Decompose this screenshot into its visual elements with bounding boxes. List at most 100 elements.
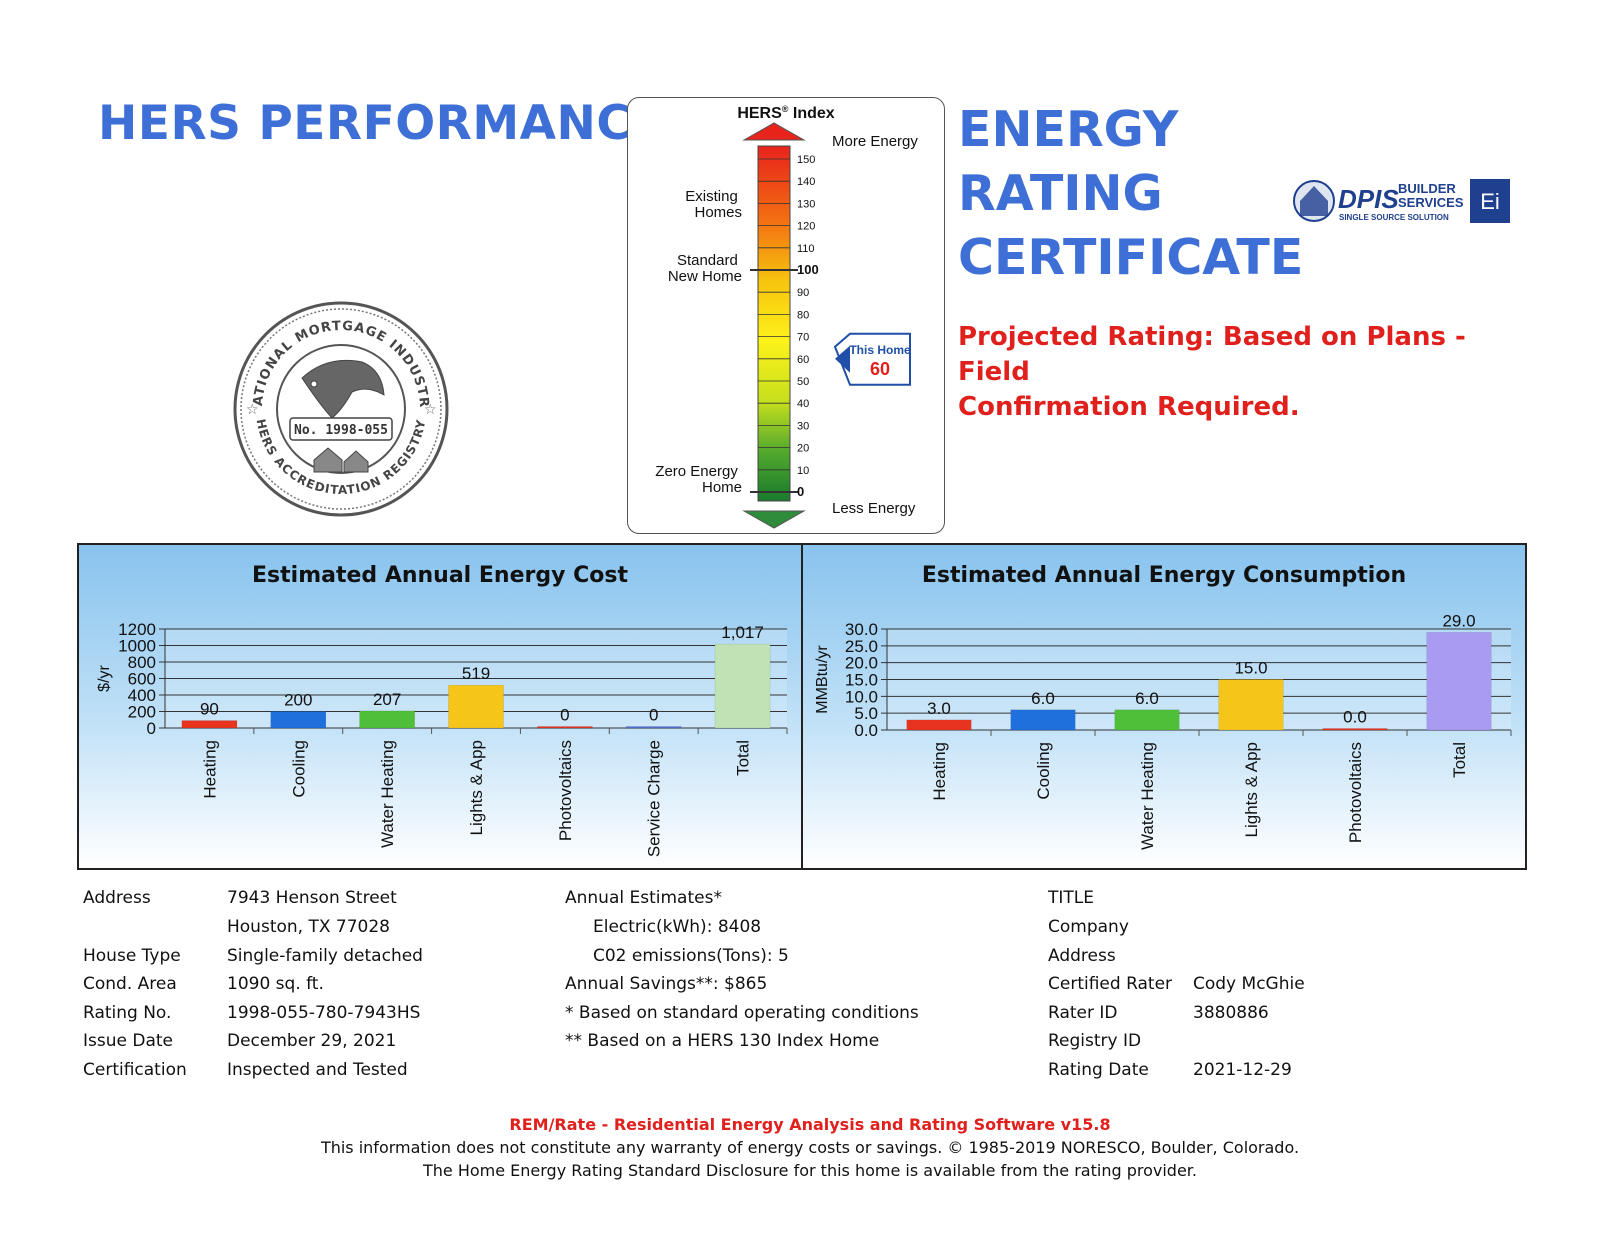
hers-tick-label: 110 [797,243,815,255]
disclosure-text: The Home Energy Rating Standard Disclosu… [422,1161,1197,1180]
hers-tick-label: 150 [797,154,815,166]
projected-line-2: Confirmation Required. [958,392,1300,422]
title-line-certificate: CERTIFICATE [958,229,1304,286]
y-tick-label: 25.0 [845,637,878,656]
dpis-logo: DPIS BUILDER SERVICES SINGLE SOURCE SOLU… [1293,179,1510,223]
title-label: TITLE [1048,888,1094,908]
y-tick-label: 10.0 [845,687,878,706]
hers-tick-label: 130 [797,198,815,210]
svg-text:☆: ☆ [424,402,437,418]
bar-value-label: 3.0 [927,699,951,718]
bar-value-label: 0 [560,706,569,725]
x-tick-label: Heating [200,740,219,799]
hers-tick-label: 30 [797,420,809,432]
hers-tick-label: 40 [797,398,809,410]
y-tick-label: 30.0 [845,620,878,639]
cost-chart: Estimated Annual Energy Cost 1200 1000 800… [79,545,801,868]
estimates-heading: Annual Estimates* [565,888,722,908]
rating-no-label: Rating No. [83,1003,172,1023]
standard-new-home-label: Standard New Home [668,252,742,285]
y-axis-label: MMBtu/yr [814,645,831,714]
bar-photovoltaics [1322,728,1388,731]
bar-water-heating [359,710,415,729]
x-tick-label: Photovoltaics [556,740,575,841]
house-type-label: House Type [83,946,181,966]
footer: REM/Rate - Residential Energy Analysis a… [0,1113,1600,1182]
hers-title: HERS [737,105,782,122]
logo-line2: SERVICES [1398,195,1464,210]
rater-id-value: 3880886 [1193,1003,1269,1023]
y-tick-label: 0.0 [854,721,878,740]
address-line-1: 7943 Henson Street [227,888,397,908]
x-tick-label: Photovoltaics [1346,742,1365,843]
hers-index-graphic: HERS® Index 1501401301201101009080706050… [655,104,918,529]
x-tick-label: Water Heating [1138,742,1157,850]
zero-energy-home-label: Zero Energy Home [655,463,742,496]
hers-tick-label: 10 [797,465,809,477]
hers-tick-label: 140 [797,176,815,188]
up-arrow-icon [742,122,806,141]
bar-cooling [1010,709,1076,731]
bar-value-label: 200 [284,691,312,710]
issue-date-label: Issue Date [83,1031,173,1051]
svg-text:HERS® Index: HERS® Index [737,104,834,122]
disclaimer-text: This information does not constitute any… [320,1138,1300,1157]
x-tick-label: Cooling [289,740,308,798]
hers-tick-label: 120 [797,221,815,233]
bar-photovoltaics [537,726,593,729]
estimates-note-1: * Based on standard operating conditions [565,1003,919,1023]
certified-rater-value: Cody McGhie [1193,974,1305,994]
bar-value-label: 6.0 [1135,689,1159,708]
company-label: Company [1048,917,1129,937]
y-tick-label: 600 [128,670,156,689]
rating-date-label: Rating Date [1048,1060,1149,1080]
house-icon [313,447,369,473]
bar-value-label: 15.0 [1234,659,1267,678]
more-energy-label: More Energy [832,133,918,150]
projected-rating-note: Projected Rating: Based on Plans - Field… [958,320,1518,425]
bar-value-label: 0 [649,706,658,725]
hers-tick-label: 20 [797,443,809,455]
hers-tick-label: 50 [797,376,809,388]
house-type-value: Single-family detached [227,946,423,966]
x-tick-label: Heating [930,742,949,801]
projected-line-1: Projected Rating: Based on Plans - Field [958,322,1466,387]
certification-value: Inspected and Tested [227,1060,408,1080]
y-tick-label: 0 [147,719,156,738]
svg-text:☆: ☆ [246,402,259,418]
bar-total [714,643,771,729]
bar-value-label: 6.0 [1031,689,1055,708]
bar-total [1426,632,1492,731]
cost-chart-title: Estimated Annual Energy Cost [252,563,628,588]
x-tick-label: Cooling [1034,742,1053,800]
x-tick-label: Lights & App [1242,742,1261,837]
y-tick-label: 5.0 [854,704,878,723]
existing-homes-label: Existing Homes [685,188,742,221]
consumption-chart: Estimated Annual Energy Consumption 30.0… [801,545,1525,868]
rater-address-label: Address [1048,946,1116,966]
bar-cooling [270,711,327,729]
registry-id-label: Registry ID [1048,1031,1142,1051]
y-tick-label: 400 [128,686,156,705]
bar-water-heating [1114,709,1180,731]
rater-id-label: Rater ID [1048,1003,1118,1023]
y-tick-label: 800 [128,653,156,672]
y-tick-label: 15.0 [845,671,878,690]
bar-heating [906,719,972,731]
software-credit: REM/Rate - Residential Energy Analysis a… [509,1115,1111,1134]
estimates-note-2: ** Based on a HERS 130 Index Home [565,1031,880,1051]
address-line-2: Houston, TX 77028 [227,917,390,937]
down-arrow-icon [742,510,806,529]
logo-tagline: SINGLE SOURCE SOLUTION [1339,213,1449,222]
y-tick-label: 20.0 [845,654,878,673]
logo-line1: BUILDER [1398,181,1456,196]
hers-tick-label: 0 [797,484,804,499]
hers-tick-label: 90 [797,287,809,299]
rating-no-value: 1998-055-780-7943HS [227,1003,421,1023]
charts-panel: Estimated Annual Energy Cost 1200 1000 800… [77,543,1527,870]
this-home-label: This Home [849,343,911,357]
y-tick-label: 200 [128,703,156,722]
bar-value-label: 0.0 [1343,708,1367,727]
y-axis-label: $/yr [96,664,113,691]
